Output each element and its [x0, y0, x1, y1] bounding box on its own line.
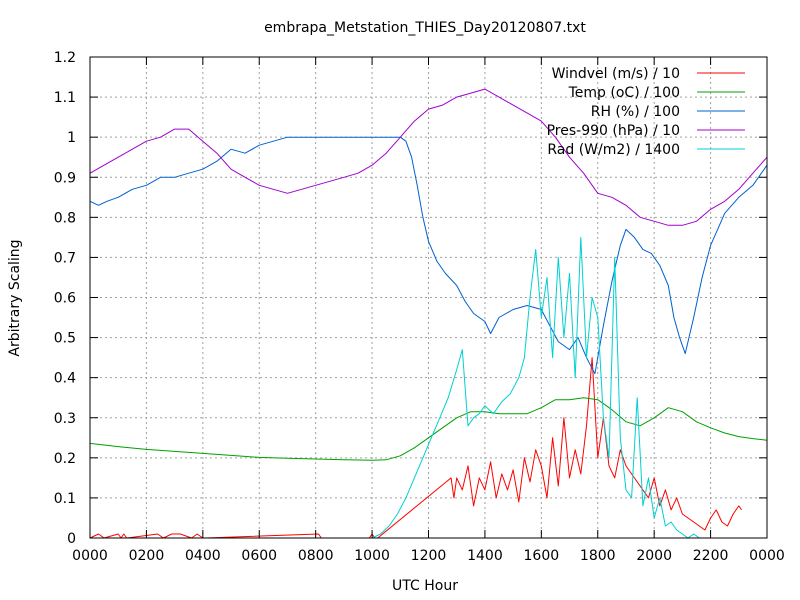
y-tick-label: 1.1 [54, 90, 76, 106]
series-line-2 [89, 136, 768, 375]
legend-label-0: Windvel (m/s) / 10 [552, 66, 680, 82]
y-tick-label: 0 [67, 531, 76, 547]
x-tick-label: 0000 [749, 548, 785, 564]
axis-tick-labels: 0000 0200 0400 0600 0800 1000 1200 1400 1600 1800… [54, 50, 785, 564]
series-line-3 [89, 88, 768, 226]
legend-label-3: Pres-990 (hPa) / 10 [547, 123, 680, 139]
x-tick-label: 0000 [72, 548, 108, 564]
x-tick-label: 0600 [241, 548, 277, 564]
x-tick-label: 1200 [411, 548, 447, 564]
grid [90, 57, 767, 538]
y-tick-label: 0.4 [54, 371, 76, 387]
series-layer [89, 88, 768, 539]
x-tick-label: 0400 [185, 548, 221, 564]
x-tick-label: 1600 [524, 548, 560, 564]
x-tick-label: 0200 [129, 548, 165, 564]
y-tick-label: 1.2 [54, 50, 76, 66]
x-tick-label: 1000 [354, 548, 390, 564]
legend-label-2: RH (%) / 100 [591, 104, 680, 120]
legend: Windvel (m/s) / 10 Temp (oC) / 100 RH (%) … [547, 66, 745, 158]
y-tick-label: 0.7 [54, 250, 76, 266]
series-line-1 [89, 397, 768, 461]
y-tick-label: 0.3 [54, 411, 76, 427]
y-axis-title: Arbitrary Scaling [7, 239, 23, 356]
series-line-0 [89, 357, 743, 539]
y-tick-label: 0.5 [54, 331, 76, 347]
x-axis-title: UTC Hour [392, 578, 458, 594]
series-line-4 [90, 236, 767, 539]
legend-label-1: Temp (oC) / 100 [568, 85, 680, 101]
y-tick-label: 0.2 [54, 451, 76, 467]
y-tick-label: 0.8 [54, 210, 76, 226]
x-tick-label: 1400 [467, 548, 503, 564]
x-tick-label: 2200 [693, 548, 729, 564]
y-tick-label: 0.1 [54, 491, 76, 507]
y-tick-label: 1 [67, 130, 76, 146]
y-tick-label: 0.6 [54, 291, 76, 307]
y-tick-label: 0.9 [54, 170, 76, 186]
x-tick-label: 2000 [636, 548, 672, 564]
x-tick-label: 1800 [580, 548, 616, 564]
axis-ticks [89, 56, 768, 539]
legend-label-4: Rad (W/m2) / 1400 [547, 142, 680, 158]
chart-title: embrapa_Metstation_THIES_Day20120807.txt [264, 20, 586, 36]
x-tick-label: 0800 [298, 548, 334, 564]
